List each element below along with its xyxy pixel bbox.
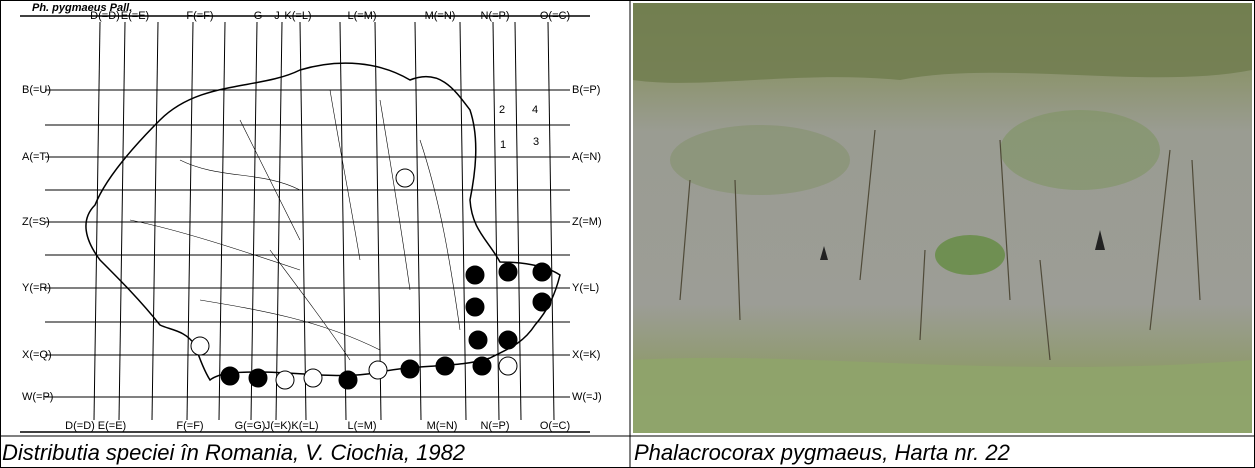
row-label: Z(=S) [22, 216, 50, 228]
row-label: A(=T) [22, 151, 50, 163]
record-filled [465, 265, 485, 285]
grid-line [339, 21, 347, 421]
column-label: E(=E) [121, 10, 149, 22]
row-label: Z(=M) [572, 216, 602, 228]
record-filled [248, 368, 268, 388]
column-label: E(=E) [98, 420, 126, 432]
country-outline [85, 62, 561, 382]
record-filled [532, 262, 552, 282]
map-title: Ph. pygmaeus Pall. [32, 2, 132, 14]
record-filled [532, 292, 552, 312]
record-open [368, 360, 388, 380]
grid-line [118, 21, 126, 421]
row-label: Y(=R) [22, 282, 51, 294]
column-label: N(=P) [480, 10, 509, 22]
grid-line [299, 21, 307, 421]
row-label: W(=P) [22, 391, 53, 403]
column-label: M(=N) [427, 420, 458, 432]
grid-line [250, 21, 258, 421]
record-filled [465, 297, 485, 317]
grid-line [151, 21, 159, 421]
record-filled [400, 359, 420, 379]
column-label: M(=N) [425, 10, 456, 22]
map-figure [20, 15, 590, 433]
column-label: O(=C) [540, 420, 570, 432]
column-label: D(=D) [90, 10, 120, 22]
record-filled [220, 366, 240, 386]
record-open [190, 336, 210, 356]
quadrant-label: 3 [533, 136, 539, 148]
row-label: W(=J) [572, 391, 602, 403]
record-filled [498, 330, 518, 350]
row-label: X(=K) [572, 349, 600, 361]
rivers [129, 89, 461, 361]
column-label: G [254, 10, 263, 22]
record-filled [498, 262, 518, 282]
column-label: N(=P) [480, 420, 509, 432]
row-label: B(=P) [572, 84, 600, 96]
record-open [275, 370, 295, 390]
column-label: K(=L) [291, 420, 318, 432]
grid-line [414, 21, 422, 421]
row-label: X(=Q) [22, 349, 52, 361]
grid-line [492, 21, 500, 421]
quadrant-label: 4 [532, 104, 538, 116]
column-label: F(=F) [176, 420, 203, 432]
record-filled [435, 356, 455, 376]
record-filled [468, 330, 488, 350]
grid-line [374, 21, 382, 421]
column-label: J(=K) [265, 420, 292, 432]
record-open [498, 356, 518, 376]
grid-line [275, 21, 283, 421]
grid-line [459, 21, 467, 421]
record-open [395, 168, 415, 188]
column-label: K(=L) [284, 10, 311, 22]
column-label: D(=D) [65, 420, 95, 432]
row-label: A(=N) [572, 151, 601, 163]
photo [633, 3, 1252, 433]
column-label: F(=F) [186, 10, 213, 22]
caption: Distributia speciei în Romania, V. Cioch… [2, 440, 466, 465]
row-label: B(=U) [22, 84, 51, 96]
record-filled [338, 370, 358, 390]
grid-line [93, 21, 101, 421]
grid-line [186, 21, 194, 421]
row-label: Y(=L) [572, 282, 599, 294]
column-label: O(=C) [540, 10, 570, 22]
grid-line [218, 21, 226, 421]
quadrant-label: 2 [499, 104, 505, 116]
record-filled [472, 356, 492, 376]
column-label: L(=M) [347, 420, 376, 432]
column-label: G(=G) [235, 420, 266, 432]
column-label: J [274, 10, 280, 22]
caption: Phalacrocorax pygmaeus, Harta nr. 22 [634, 440, 1010, 465]
record-open [303, 368, 323, 388]
grid-line [547, 21, 555, 421]
quadrant-label: 1 [500, 139, 506, 151]
grid-line [514, 21, 522, 421]
column-label: L(=M) [347, 10, 376, 22]
